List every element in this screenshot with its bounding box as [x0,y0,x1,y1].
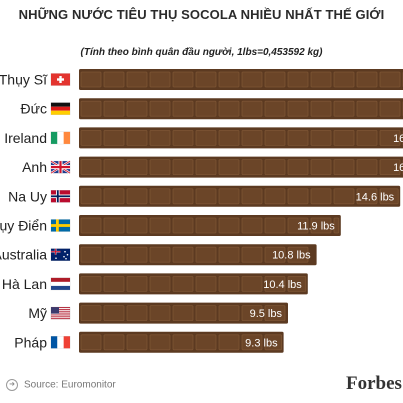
bar-segments-6 [80,246,309,263]
chart-title: NHỮNG NƯỚC TIÊU THỤ SOCOLA NHIỀU NHẤT TH… [18,7,385,22]
value-label-6: 10.8 lbs [272,250,311,262]
value-label-7: 10.4 lbs [263,279,302,291]
french-flag-icon [50,336,71,349]
value-label-5: 11.9 lbs [297,221,335,233]
source-note: ➜ Source: Euromonitor [6,379,116,391]
value-label-9: 9.3 lbs [245,337,278,349]
australian-flag-icon [50,248,71,261]
source-text: Source: Euromonitor [24,379,116,391]
category-label-3: Anh [22,159,47,175]
category-label-7: Hà Lan [2,276,47,292]
category-label-4: Na Uy [8,188,47,204]
share-icon[interactable]: ➜ [6,379,18,391]
category-label-9: Pháp [14,334,47,350]
category-label-8: Mỹ [28,305,47,321]
us-flag-icon [50,306,71,320]
dutch-flag-icon [50,277,71,291]
value-label-2: 16.3 lbs [393,133,403,145]
bar-segments-4 [80,188,399,205]
category-label-6: Australia [0,247,47,263]
forbes-logo: Forbes [346,373,402,394]
german-flag-icon [50,102,71,115]
bar-segments-2 [80,129,403,146]
bar-segments-1 [80,100,403,117]
bar-segments-3 [80,159,403,176]
bar-segments-9 [80,334,283,351]
category-label-5: Thụy Điển [0,218,47,234]
category-label-1: Đức [21,101,47,117]
bar-segments-5 [80,217,340,234]
category-label-2: Ireland [4,130,47,146]
swiss-flag-icon [50,73,71,86]
bar-segments-0 [80,71,403,88]
uk-flag-icon [50,160,71,175]
norwegian-flag-icon [50,190,71,203]
value-label-3: 16.3 lbs [393,162,403,174]
category-label-0: Thụy Sĩ [0,72,48,88]
value-label-8: 9.5 lbs [250,308,283,320]
bar-segments-7 [80,275,307,292]
value-label-4: 14.6 lbs [356,191,395,203]
chart-subtitle: (Tính theo bình quân đầu người, 1lbs=0,4… [80,47,323,58]
irish-flag-icon [50,131,71,145]
swedish-flag-icon [50,219,71,232]
bar-segments-8 [80,305,286,322]
